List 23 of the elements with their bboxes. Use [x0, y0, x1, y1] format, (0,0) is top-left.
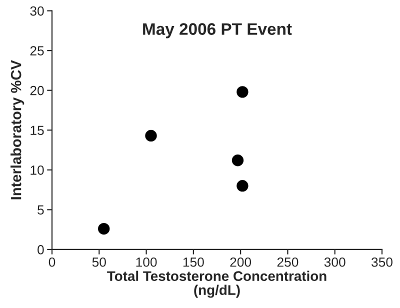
x-tick-label: 100: [136, 257, 157, 267]
y-tick-label: 25: [30, 46, 44, 56]
x-axis-title: Total Testosterone Concentration (ng/dL): [107, 270, 326, 298]
y-tick-label: 20: [30, 86, 44, 96]
x-tick-label: 50: [92, 257, 106, 267]
text: May 2006 PT Event: [143, 23, 292, 38]
y-tick-label: 30: [30, 6, 44, 16]
point: [236, 180, 248, 192]
x-tick-label: 350: [371, 257, 392, 267]
point: [236, 86, 248, 98]
y-tick-label: 0: [38, 245, 44, 254]
x-tick-label: 300: [324, 257, 346, 267]
x-tick-label: 200: [230, 257, 252, 267]
x-tick-label: 150: [183, 257, 204, 267]
point: [145, 130, 157, 142]
y-tick-label: 15: [30, 126, 44, 136]
y-axis-title: Interlaboratory %CV: [10, 60, 24, 200]
y-tick-label: 10: [30, 165, 44, 175]
point: [232, 154, 244, 166]
x-tick-label: 250: [277, 257, 298, 267]
x-tick-label: 0: [48, 257, 56, 267]
y-tick-label: 5: [38, 205, 44, 215]
point: [98, 222, 110, 235]
